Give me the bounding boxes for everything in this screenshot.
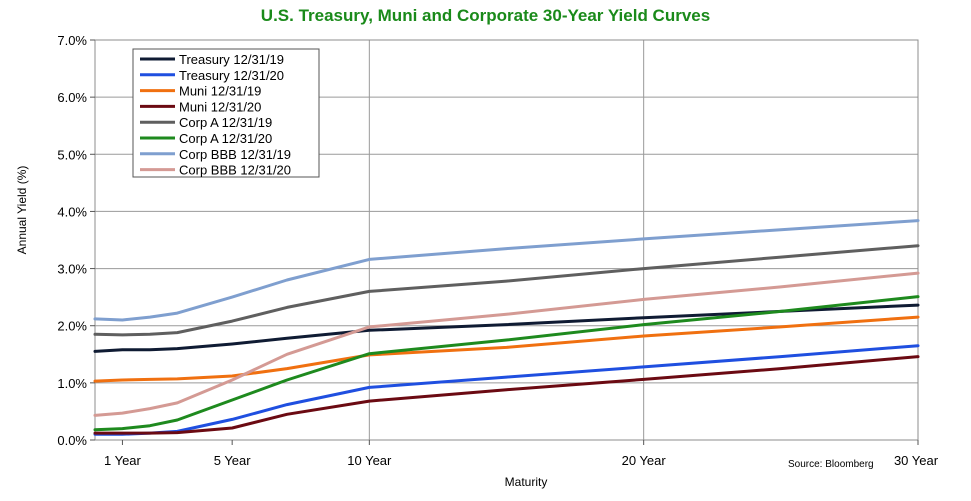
legend-label: Treasury 12/31/20 [179, 68, 284, 83]
y-tick-label: 2.0% [57, 319, 87, 334]
y-tick-label: 1.0% [57, 376, 87, 391]
source-note: Source: Bloomberg [788, 459, 874, 470]
y-axis-title: Annual Yield (%) [15, 166, 29, 255]
x-tick-label: 30 Year [894, 453, 939, 468]
legend-label: Corp BBB 12/31/19 [179, 147, 291, 162]
legend-label: Corp A 12/31/19 [179, 115, 272, 130]
y-tick-label: 6.0% [57, 90, 87, 105]
y-axis: 0.0% 1.0% 2.0% 3.0% 4.0% 5.0% 6.0% 7.0% [57, 33, 95, 448]
x-axis: 1 Year 5 Year 10 Year 20 Year 30 Year [104, 440, 939, 468]
x-tick-label: 5 Year [214, 453, 252, 468]
y-tick-label: 0.0% [57, 433, 87, 448]
y-tick-label: 5.0% [57, 147, 87, 162]
series-line-7 [93, 219, 920, 322]
x-tick-label: 1 Year [104, 453, 142, 468]
x-axis-title: Maturity [505, 475, 548, 489]
series-lines [93, 219, 920, 436]
legend-box [132, 48, 320, 178]
y-tick-label: 7.0% [57, 33, 87, 48]
series-line-5 [93, 244, 920, 337]
x-tick-label: 20 Year [622, 453, 667, 468]
series-line-6 [93, 295, 920, 432]
series-line-8 [93, 271, 920, 417]
plot-area [94, 39, 919, 441]
series-line-1 [93, 303, 920, 353]
legend-label: Treasury 12/31/19 [179, 52, 284, 67]
legend-label: Corp BBB 12/31/20 [179, 163, 291, 178]
y-tick-label: 3.0% [57, 262, 87, 277]
y-tick-label: 4.0% [57, 204, 87, 219]
series-line-4 [93, 355, 920, 435]
series-line-3 [93, 315, 920, 383]
legend-label: Muni 12/31/20 [179, 99, 261, 114]
legend-label: Muni 12/31/19 [179, 84, 261, 99]
x-tick-label: 10 Year [347, 453, 392, 468]
chart-title: U.S. Treasury, Muni and Corporate 30-Yea… [260, 6, 711, 25]
legend-label: Corp A 12/31/20 [179, 131, 272, 146]
